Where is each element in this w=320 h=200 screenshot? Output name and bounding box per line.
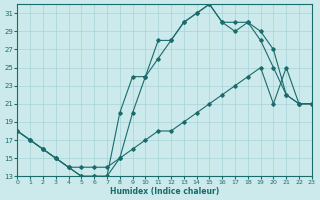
X-axis label: Humidex (Indice chaleur): Humidex (Indice chaleur) (110, 187, 219, 196)
